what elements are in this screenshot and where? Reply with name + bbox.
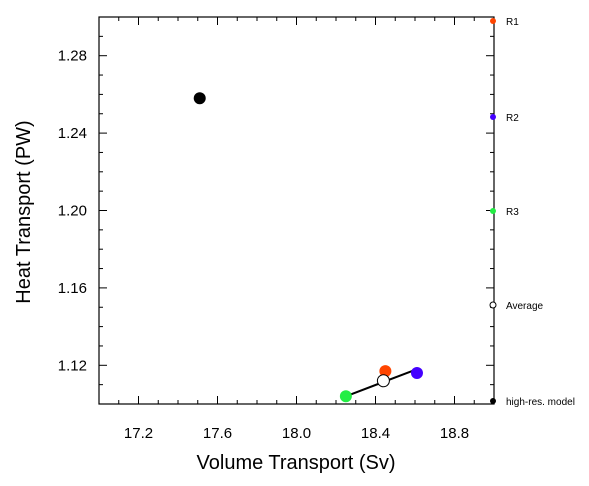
y-tick-label: 1.24 xyxy=(58,125,87,142)
x-tick-label: 18.8 xyxy=(440,425,469,442)
legend-marker-high-res-model xyxy=(490,398,496,404)
data-point-high-res-model xyxy=(193,92,206,105)
x-tick-label: 18.0 xyxy=(282,425,311,442)
legend-label-r3: R3 xyxy=(506,207,519,218)
legend: R1 R2 R3 Average high-res. model xyxy=(489,17,575,408)
plot-frame xyxy=(98,16,495,405)
legend-marker-r3 xyxy=(490,208,496,214)
legend-label-r1: R1 xyxy=(506,17,519,28)
y-axis-title: Heat Transport (PW) xyxy=(13,120,35,303)
legend-marker-average xyxy=(489,301,497,309)
y-tick-label: 1.12 xyxy=(58,357,87,374)
data-point-r2 xyxy=(410,367,423,380)
legend-label-high-res-model: high-res. model xyxy=(506,397,575,408)
axis-tick-labels: 17.2 17.6 18.0 18.4 18.8 1.12 1.16 1.20 1.24 1.28 xyxy=(58,48,469,442)
data-point-r3 xyxy=(339,390,352,403)
axis-ticks xyxy=(98,16,495,405)
legend-marker-r1 xyxy=(490,18,496,24)
y-tick-label: 1.28 xyxy=(58,48,87,65)
legend-label-r2: R2 xyxy=(506,113,519,124)
x-tick-label: 17.6 xyxy=(203,425,232,442)
legend-marker-r2 xyxy=(490,114,496,120)
x-tick-label: 17.2 xyxy=(124,425,153,442)
y-tick-label: 1.16 xyxy=(58,280,87,297)
x-tick-label: 18.4 xyxy=(361,425,390,442)
data-marks xyxy=(193,92,423,403)
y-tick-label: 1.20 xyxy=(58,203,87,220)
x-axis-title: Volume Transport (Sv) xyxy=(197,452,396,474)
data-point-r1 xyxy=(379,365,392,378)
data-point-average xyxy=(376,374,390,388)
legend-label-average: Average xyxy=(506,301,544,312)
